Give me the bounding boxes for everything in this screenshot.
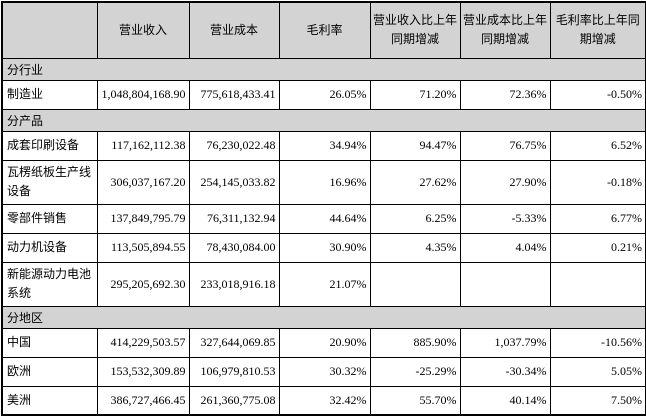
section-row-by-product: 分产品 bbox=[1, 108, 646, 132]
section-label: 分产品 bbox=[1, 108, 646, 132]
corner-cell bbox=[1, 1, 98, 59]
cell-margin: 16.96% bbox=[278, 159, 371, 205]
cell-margin: 44.64% bbox=[278, 203, 371, 234]
cell-margin: 20.90% bbox=[278, 327, 371, 358]
row-label: 中国 bbox=[1, 327, 98, 358]
cell-cost-yoy: 76.75% bbox=[459, 130, 551, 161]
table-row-new-energy-battery: 新能源动力电池系统 295,205,692.30 233,018,916.18 … bbox=[1, 261, 646, 307]
cell-cost: 254,145,033.82 bbox=[188, 159, 280, 205]
section-row-by-industry: 分行业 bbox=[1, 57, 646, 81]
cell-revenue-yoy: 27.62% bbox=[369, 159, 461, 205]
column-header-revenue-yoy: 营业收入比上年同期增减 bbox=[369, 1, 461, 59]
cell-margin-yoy: 7.50% bbox=[549, 385, 646, 416]
table-row-printing-equipment: 成套印刷设备 117,162,112.38 76,230,022.48 34.9… bbox=[1, 130, 646, 161]
cell-margin-yoy: -10.56% bbox=[549, 327, 646, 358]
row-label: 美洲 bbox=[1, 385, 98, 416]
cell-revenue: 414,229,503.57 bbox=[96, 327, 190, 358]
cell-margin-yoy: -0.50% bbox=[549, 79, 646, 110]
row-label: 新能源动力电池系统 bbox=[1, 261, 98, 307]
section-label: 分地区 bbox=[1, 305, 646, 329]
cell-cost: 327,644,069.85 bbox=[188, 327, 280, 358]
cell-cost-yoy: 27.90% bbox=[459, 159, 551, 205]
cell-revenue: 117,162,112.38 bbox=[96, 130, 190, 161]
cell-cost-yoy: -5.33% bbox=[459, 203, 551, 234]
row-label: 零部件销售 bbox=[1, 203, 98, 234]
row-label: 制造业 bbox=[1, 79, 98, 110]
cell-revenue: 306,037,167.20 bbox=[96, 159, 190, 205]
cell-margin: 30.32% bbox=[278, 356, 371, 387]
column-header-cost: 营业成本 bbox=[188, 1, 280, 59]
cell-cost-yoy: 4.04% bbox=[459, 232, 551, 263]
cell-margin: 30.90% bbox=[278, 232, 371, 263]
table-row-china: 中国 414,229,503.57 327,644,069.85 20.90% … bbox=[1, 327, 646, 358]
table-row-manufacturing: 制造业 1,048,804,168.90 775,618,433.41 26.0… bbox=[1, 79, 646, 110]
cell-margin-yoy: 6.52% bbox=[549, 130, 646, 161]
cell-revenue-yoy: 4.35% bbox=[369, 232, 461, 263]
cell-revenue: 386,727,466.45 bbox=[96, 385, 190, 416]
column-header-margin-yoy: 毛利率比上年同期增减 bbox=[549, 1, 646, 59]
row-label: 瓦楞纸板生产线设备 bbox=[1, 159, 98, 205]
column-header-cost-yoy: 营业成本比上年同期增减 bbox=[459, 1, 551, 59]
cell-cost: 78,430,084.00 bbox=[188, 232, 280, 263]
cell-cost: 106,979,810.53 bbox=[188, 356, 280, 387]
row-label: 动力机设备 bbox=[1, 232, 98, 263]
cell-revenue-yoy: 885.90% bbox=[369, 327, 461, 358]
table-row-corrugated-line: 瓦楞纸板生产线设备 306,037,167.20 254,145,033.82 … bbox=[1, 159, 646, 205]
cell-cost: 233,018,916.18 bbox=[188, 261, 280, 307]
cell-cost-yoy: 72.36% bbox=[459, 79, 551, 110]
cell-revenue-yoy: 6.25% bbox=[369, 203, 461, 234]
cell-revenue-yoy bbox=[369, 261, 461, 307]
cell-margin-yoy bbox=[549, 261, 646, 307]
section-label: 分行业 bbox=[1, 57, 646, 81]
cell-revenue-yoy: 94.47% bbox=[369, 130, 461, 161]
cell-revenue-yoy: 55.70% bbox=[369, 385, 461, 416]
cell-revenue: 295,205,692.30 bbox=[96, 261, 190, 307]
cell-margin-yoy: 5.05% bbox=[549, 356, 646, 387]
cell-cost: 76,230,022.48 bbox=[188, 130, 280, 161]
cell-revenue: 153,532,309.89 bbox=[96, 356, 190, 387]
table-row-americas: 美洲 386,727,466.45 261,360,775.08 32.42% … bbox=[1, 385, 646, 416]
cell-revenue-yoy: -25.29% bbox=[369, 356, 461, 387]
cell-revenue-yoy: 71.20% bbox=[369, 79, 461, 110]
cell-margin-yoy: 6.77% bbox=[549, 203, 646, 234]
section-row-by-region: 分地区 bbox=[1, 305, 646, 329]
cell-revenue: 113,505,894.55 bbox=[96, 232, 190, 263]
cell-cost-yoy: -30.34% bbox=[459, 356, 551, 387]
cell-cost-yoy: 40.14% bbox=[459, 385, 551, 416]
cell-cost: 76,311,132.94 bbox=[188, 203, 280, 234]
cell-margin: 26.05% bbox=[278, 79, 371, 110]
cell-margin: 32.42% bbox=[278, 385, 371, 416]
row-label: 欧洲 bbox=[1, 356, 98, 387]
cell-cost-yoy bbox=[459, 261, 551, 307]
cell-revenue: 137,849,795.79 bbox=[96, 203, 190, 234]
table-row-power-machinery: 动力机设备 113,505,894.55 78,430,084.00 30.90… bbox=[1, 232, 646, 263]
cell-margin: 21.07% bbox=[278, 261, 371, 307]
cell-cost-yoy: 1,037.79% bbox=[459, 327, 551, 358]
cell-margin-yoy: 0.21% bbox=[549, 232, 646, 263]
table-row-parts-sales: 零部件销售 137,849,795.79 76,311,132.94 44.64… bbox=[1, 203, 646, 234]
header-row: 营业收入 营业成本 毛利率 营业收入比上年同期增减 营业成本比上年同期增减 毛利… bbox=[1, 1, 646, 59]
cell-margin: 34.94% bbox=[278, 130, 371, 161]
column-header-revenue: 营业收入 bbox=[96, 1, 190, 59]
row-label: 成套印刷设备 bbox=[1, 130, 98, 161]
cell-revenue: 1,048,804,168.90 bbox=[96, 79, 190, 110]
column-header-margin: 毛利率 bbox=[278, 1, 371, 59]
table-row-europe: 欧洲 153,532,309.89 106,979,810.53 30.32% … bbox=[1, 356, 646, 387]
cell-cost: 775,618,433.41 bbox=[188, 79, 280, 110]
cell-margin-yoy: -0.18% bbox=[549, 159, 646, 205]
cell-cost: 261,360,775.08 bbox=[188, 385, 280, 416]
